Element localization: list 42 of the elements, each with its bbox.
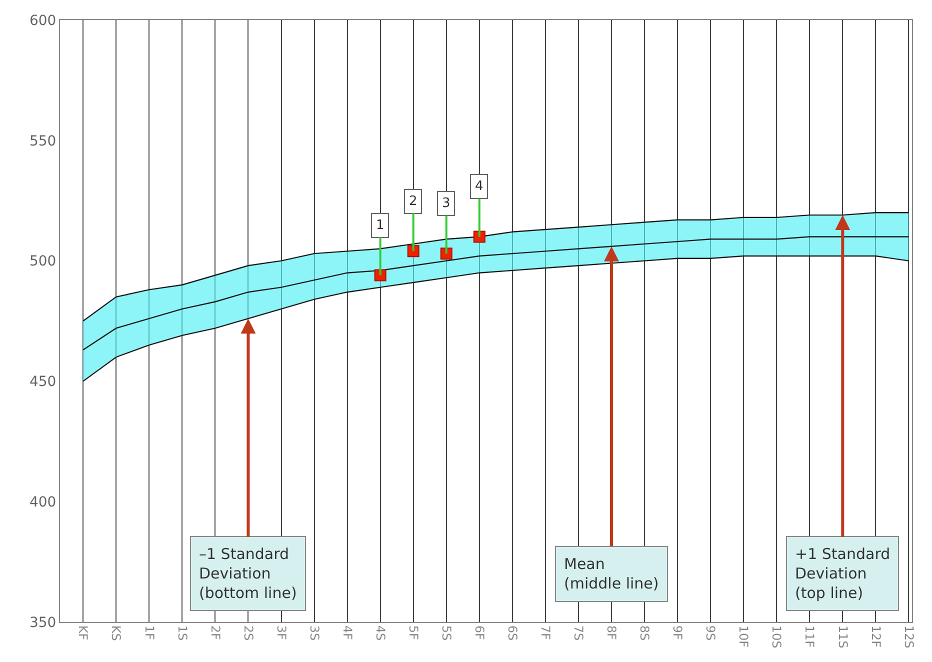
x-tick-label: 4F xyxy=(340,625,354,640)
x-tick-label: 9F xyxy=(670,625,685,640)
x-tick-label: 6S xyxy=(506,625,520,641)
x-tick-label: 12S xyxy=(902,625,916,648)
x-tick-label: 10F xyxy=(736,625,751,648)
line-series xyxy=(82,212,910,322)
x-tick-label: 6F xyxy=(472,625,486,640)
x-tick-label: 10S xyxy=(770,625,784,648)
y-tick-label: 600 xyxy=(29,12,56,29)
x-tick-label: KF xyxy=(76,625,90,640)
x-tick-label: 12F xyxy=(868,625,883,648)
x-tick-label: 3S xyxy=(307,625,322,641)
x-tick-label: 11F xyxy=(802,625,817,648)
x-tick-label: 2S xyxy=(241,625,256,641)
annotation: Mean (middle line) xyxy=(564,555,659,592)
x-tick-label: 1F xyxy=(142,625,156,640)
x-tick-label: 7S xyxy=(572,625,586,641)
line-series xyxy=(82,236,910,350)
y-tick-label: 550 xyxy=(29,133,56,150)
annotation: 2 xyxy=(409,194,418,209)
x-tick-label: 9S xyxy=(704,625,718,641)
x-tick-label: 11S xyxy=(836,625,850,648)
x-tick-label: 8S xyxy=(638,625,652,641)
x-tick-label: 3F xyxy=(274,625,288,640)
y-tick-label: 450 xyxy=(29,374,56,390)
annotation: 4 xyxy=(475,179,484,194)
x-tick-label: 7F xyxy=(538,625,553,640)
x-tick-label: 5S xyxy=(439,625,454,641)
x-tick-label: 4S xyxy=(373,625,388,641)
annotation: 1 xyxy=(376,218,384,233)
x-tick-label: 2F xyxy=(208,625,222,640)
x-tick-label: 1S xyxy=(175,625,190,641)
y-tick-label: 400 xyxy=(29,494,56,510)
y-tick-label: 350 xyxy=(29,614,56,631)
x-tick-label: 5F xyxy=(406,625,420,640)
y-tick-label: 500 xyxy=(29,254,56,270)
annotation: +1 Standard Deviation (top line) xyxy=(795,545,890,602)
annotation: –1 Standard Deviation (bottom line) xyxy=(199,545,297,602)
line-series xyxy=(82,255,910,382)
x-tick-label: KS xyxy=(109,625,124,641)
annotation: 3 xyxy=(442,196,450,211)
x-tick-label: 8F xyxy=(604,625,619,640)
